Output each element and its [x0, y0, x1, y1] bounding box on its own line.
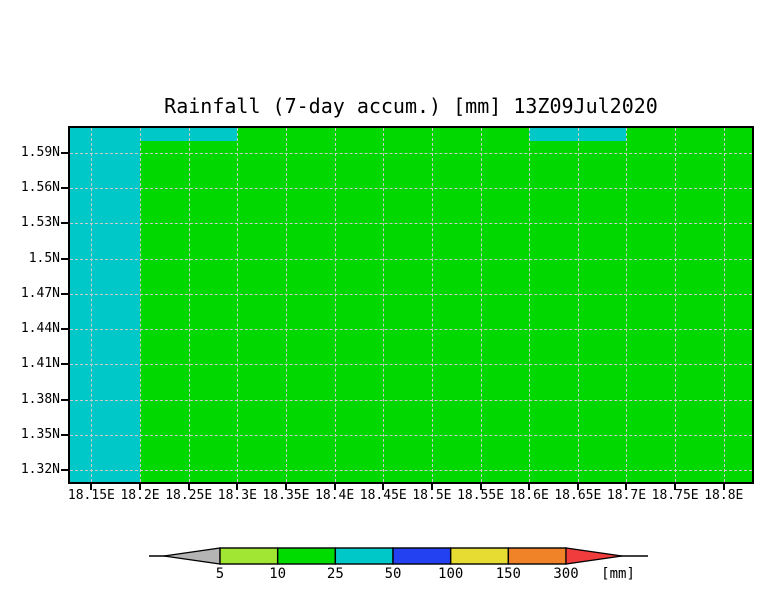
x-axis-tick	[479, 484, 482, 490]
y-grid-line	[70, 470, 752, 472]
x-grid-line	[577, 128, 579, 482]
y-axis-tick-label: 1.35N	[20, 426, 60, 442]
x-axis-tick	[139, 484, 142, 490]
x-axis-tick-label: 18.45E	[359, 488, 407, 503]
y-axis-tick-label: 1.53N	[20, 215, 60, 231]
colorbar-segment	[219, 547, 279, 565]
x-axis-tick	[382, 484, 385, 490]
chart-title: Rainfall (7-day accum.) [mm] 13Z09Jul202…	[164, 94, 658, 118]
x-axis-tick	[236, 484, 239, 490]
y-axis-tick-label: 1.44N	[20, 321, 60, 337]
map-plot-area	[68, 126, 754, 484]
x-axis-tick	[625, 484, 628, 490]
y-axis-tick-label: 1.47N	[20, 285, 60, 301]
y-axis-tick	[61, 151, 68, 154]
y-axis-tick	[61, 292, 68, 295]
y-axis-tick	[61, 433, 68, 436]
x-axis-tick-label: 18.6E	[509, 488, 549, 503]
x-axis-tick	[528, 484, 531, 490]
colorbar-boundary-label: 10	[269, 566, 286, 582]
colorbar-boundary-label: 300	[553, 566, 578, 582]
x-grid-line	[383, 128, 385, 482]
x-axis-tick-label: 18.3E	[217, 488, 257, 503]
x-axis-tick-label: 18.75E	[651, 488, 699, 503]
x-axis-tick-label: 18.4E	[315, 488, 355, 503]
data-region	[70, 128, 141, 482]
y-axis-tick	[61, 469, 68, 472]
x-grid-line	[723, 128, 725, 482]
y-axis-tick	[61, 398, 68, 401]
x-axis-tick	[430, 484, 433, 490]
x-grid-line	[91, 128, 93, 482]
colorbar-boundary-label: 100	[438, 566, 463, 582]
y-axis-tick	[61, 257, 68, 260]
x-axis-tick	[722, 484, 725, 490]
colorbar-legend: 5 10 25 50 100 150 300 [mm]	[149, 547, 649, 582]
y-grid-line	[70, 187, 752, 189]
x-grid-line	[431, 128, 433, 482]
y-axis-tick-label: 1.32N	[20, 462, 60, 478]
x-axis-tick-label: 18.8E	[704, 488, 744, 503]
y-grid-line	[70, 293, 752, 295]
x-axis-tick	[674, 484, 677, 490]
y-axis-tick-label: 1.56N	[20, 179, 60, 195]
y-grid-line	[70, 364, 752, 366]
y-grid-line	[70, 152, 752, 154]
y-axis-tick-label: 1.5N	[28, 250, 60, 266]
x-axis-tick-label: 18.5E	[412, 488, 452, 503]
x-grid-line	[285, 128, 287, 482]
y-axis-tick-label: 1.59N	[20, 144, 60, 160]
x-axis-tick	[333, 484, 336, 490]
colorbar-boundary-label: 25	[327, 566, 344, 582]
x-axis-tick-label: 18.65E	[554, 488, 602, 503]
colorbar-segment	[334, 547, 394, 565]
colorbar-segment	[392, 547, 452, 565]
colorbar-below-min-arrow	[163, 547, 221, 565]
y-axis-tick	[61, 363, 68, 366]
x-axis-tick-label: 18.15E	[67, 488, 115, 503]
colorbar-segment	[449, 547, 510, 565]
x-grid-line	[188, 128, 190, 482]
y-grid-line	[70, 223, 752, 225]
y-axis-tick	[61, 186, 68, 189]
data-region	[70, 128, 238, 141]
x-axis-tick-label: 18.7E	[606, 488, 647, 503]
x-axis-tick	[284, 484, 287, 490]
x-axis-tick	[576, 484, 579, 490]
y-axis-tick-label: 1.38N	[20, 391, 60, 407]
x-grid-line	[626, 128, 628, 482]
x-grid-line	[675, 128, 677, 482]
colorbar-above-max-arrow	[565, 547, 623, 565]
colorbar-boundary-label: 50	[385, 566, 402, 582]
colorbar-boundary-label: 150	[496, 566, 521, 582]
colorbar-unit-label: [mm]	[601, 566, 635, 582]
x-grid-line	[529, 128, 531, 482]
y-axis-tick-label: 1.41N	[20, 356, 60, 372]
x-grid-line	[237, 128, 239, 482]
colorbar-segment	[276, 547, 337, 565]
y-grid-line	[70, 434, 752, 436]
x-axis-tick	[187, 484, 190, 490]
x-axis-tick-label: 18.2E	[120, 488, 160, 503]
x-axis-tick	[90, 484, 93, 490]
y-grid-line	[70, 329, 752, 331]
x-grid-line	[140, 128, 142, 482]
data-region	[70, 128, 752, 482]
y-grid-line	[70, 399, 752, 401]
x-axis-tick-label: 18.55E	[457, 488, 505, 503]
x-grid-line	[334, 128, 336, 482]
x-axis-tick-label: 18.25E	[165, 488, 213, 503]
y-grid-line	[70, 258, 752, 260]
y-axis-tick	[61, 328, 68, 331]
x-grid-line	[480, 128, 482, 482]
y-axis-tick	[61, 222, 68, 225]
x-axis-tick-label: 18.35E	[262, 488, 310, 503]
colorbar-boundary-label: 5	[216, 566, 224, 582]
colorbar-segment	[507, 547, 567, 565]
